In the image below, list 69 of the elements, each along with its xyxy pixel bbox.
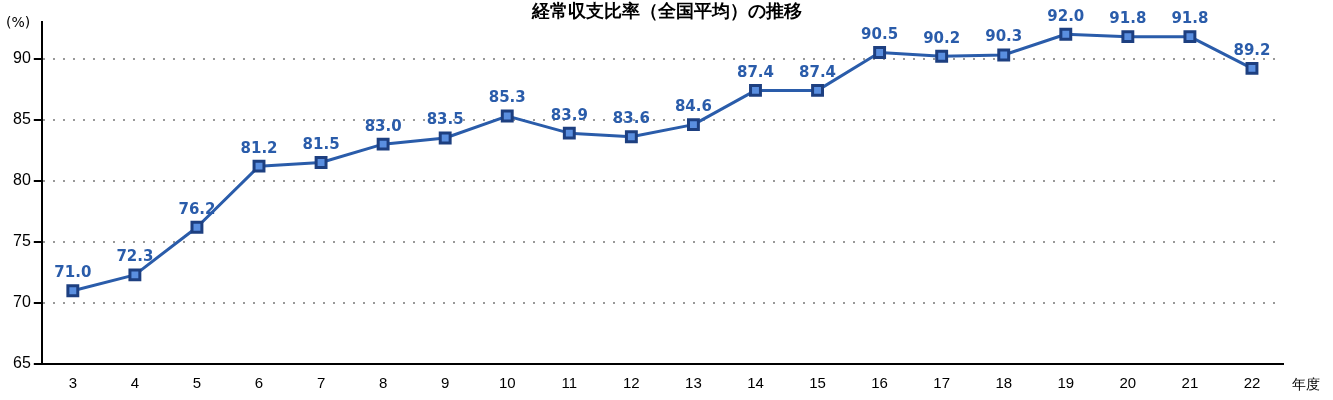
x-tick-label: 7 xyxy=(316,374,326,392)
x-tick-label: 17 xyxy=(933,374,951,392)
text: 89.2 xyxy=(1233,40,1271,59)
text: 85.3 xyxy=(488,88,526,107)
x-tick-label: 3 xyxy=(68,374,77,392)
text: 83.9 xyxy=(550,105,588,124)
point xyxy=(686,118,700,132)
y-tick-label: 90 xyxy=(13,49,31,67)
x-tick-label: 15 xyxy=(809,374,826,392)
point xyxy=(314,156,328,169)
point xyxy=(1059,27,1073,41)
y-tick-label: 70 xyxy=(13,293,31,311)
y-tick-label: 65 xyxy=(13,354,31,372)
x-tick-label: 12 xyxy=(623,374,640,392)
x-tick-label: 9 xyxy=(441,374,450,392)
y-tick-label: 85 xyxy=(13,110,31,128)
x-tick-label: 5 xyxy=(192,374,202,392)
point xyxy=(500,109,514,123)
x-tick-label: 19 xyxy=(1057,374,1075,392)
x-axis-title: 年度 xyxy=(1292,376,1320,394)
x-tick-label: 4 xyxy=(130,374,140,392)
y-axis-title: (%) xyxy=(6,14,31,30)
point xyxy=(562,126,576,140)
x-tick-label: 20 xyxy=(1119,374,1137,392)
text: 71.0 xyxy=(54,263,92,282)
text: 92.0 xyxy=(1047,6,1085,25)
text: 81.5 xyxy=(302,134,340,153)
point xyxy=(128,268,142,282)
x-tick-label: 8 xyxy=(378,374,388,392)
point xyxy=(438,131,452,145)
x-tick-label: 10 xyxy=(498,374,516,392)
text: 90.3 xyxy=(985,27,1023,46)
chart-title: 経常収支比率（全国平均）の推移 xyxy=(531,0,802,21)
point xyxy=(66,284,80,298)
point xyxy=(1245,61,1259,75)
text: 83.5 xyxy=(426,110,464,129)
point xyxy=(811,83,824,97)
point xyxy=(997,48,1011,62)
x-tick-label: 18 xyxy=(995,374,1013,392)
x-tick-label: 6 xyxy=(254,374,264,392)
text: 83.6 xyxy=(612,109,650,128)
point xyxy=(376,137,390,151)
point xyxy=(624,130,638,144)
text: 91.8 xyxy=(1109,9,1147,28)
text: 90.2 xyxy=(923,28,961,47)
point xyxy=(190,220,204,234)
point xyxy=(252,159,266,173)
text: 90.5 xyxy=(861,24,899,43)
x-tick-label: 22 xyxy=(1243,374,1261,392)
x-tick-label: 21 xyxy=(1181,374,1199,392)
text: 87.4 xyxy=(799,62,837,81)
point xyxy=(1121,30,1135,44)
x-tick-label: 14 xyxy=(747,374,764,392)
point xyxy=(935,49,949,63)
x-tick-label: 13 xyxy=(685,374,702,392)
x-tick-label: 16 xyxy=(871,374,888,392)
x-tick-label: 11 xyxy=(561,374,578,392)
text: 91.8 xyxy=(1171,9,1209,28)
y-tick-label: 80 xyxy=(13,171,31,189)
text: 87.4 xyxy=(736,62,774,81)
text: 84.6 xyxy=(674,96,712,115)
y-tick-label: 75 xyxy=(13,232,31,250)
point xyxy=(873,46,887,59)
text: 81.2 xyxy=(240,138,278,157)
text: 72.3 xyxy=(116,247,154,266)
text: 76.2 xyxy=(178,199,216,218)
text: 83.0 xyxy=(364,116,402,135)
point xyxy=(1183,30,1197,44)
point xyxy=(749,83,762,97)
